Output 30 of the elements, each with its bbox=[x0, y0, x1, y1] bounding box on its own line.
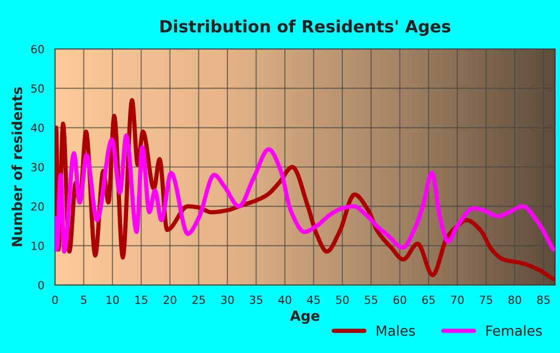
y-axis-title: Number of residents bbox=[11, 87, 22, 246]
y-tick-label: 20 bbox=[31, 202, 44, 211]
legend-label: Females bbox=[486, 325, 542, 336]
x-tick-label: 45 bbox=[307, 296, 320, 304]
x-tick-label: 85 bbox=[537, 296, 550, 304]
x-tick-label: 25 bbox=[192, 296, 205, 304]
x-tick-label: 75 bbox=[480, 296, 492, 304]
y-tick-label: 60 bbox=[31, 44, 44, 54]
x-axis-title: Age bbox=[290, 310, 320, 324]
x-tick-label: 15 bbox=[135, 296, 148, 304]
y-tick-label: 30 bbox=[31, 162, 44, 172]
y-tick-label: 0 bbox=[38, 280, 44, 290]
chart-title: Distribution of Residents' Ages bbox=[160, 20, 450, 36]
legend-label: Males bbox=[376, 325, 415, 336]
x-tick-label: 20 bbox=[164, 296, 176, 304]
x-tick-label: 30 bbox=[221, 296, 234, 304]
x-tick-label: 5 bbox=[81, 296, 86, 304]
x-tick-label: 80 bbox=[508, 296, 522, 304]
x-tick-label: 50 bbox=[336, 296, 349, 304]
x-tick-label: 60 bbox=[394, 296, 406, 304]
x-tick-label: 35 bbox=[250, 296, 262, 304]
x-tick-label: 40 bbox=[278, 296, 292, 304]
x-tick-label: 0 bbox=[52, 296, 58, 304]
y-tick-label: 10 bbox=[32, 242, 44, 250]
x-tick-label: 10 bbox=[106, 296, 119, 304]
y-tick-label: 40 bbox=[30, 124, 44, 132]
y-tick-label: 50 bbox=[31, 84, 44, 93]
x-tick-label: 70 bbox=[451, 296, 464, 304]
x-tick-label: 65 bbox=[422, 296, 435, 304]
x-tick-label: 55 bbox=[364, 296, 378, 304]
